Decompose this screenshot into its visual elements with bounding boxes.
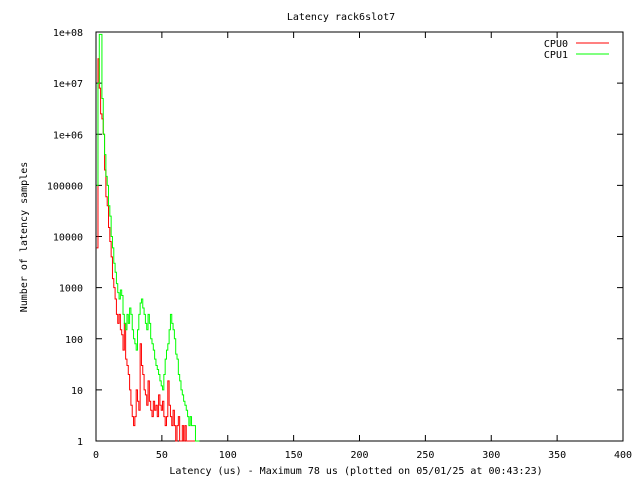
y-tick-label: 1 bbox=[77, 437, 83, 448]
x-tick-label: 100 bbox=[219, 450, 237, 461]
legend-label-cpu0: CPU0 bbox=[544, 39, 568, 50]
x-axis-label: Latency (us) - Maximum 78 us (plotted on… bbox=[169, 466, 542, 477]
y-axis-label: Number of latency samples bbox=[19, 162, 30, 313]
x-tick-label: 300 bbox=[482, 450, 500, 461]
y-tick-label: 100000 bbox=[47, 181, 83, 192]
y-tick-label: 1e+08 bbox=[53, 28, 83, 39]
x-axis: 0 50 100 150 200 250 300 350 400 bbox=[93, 32, 632, 461]
plot-frame bbox=[95, 31, 624, 442]
y-tick-label: 100 bbox=[65, 335, 83, 346]
x-tick-label: 400 bbox=[614, 450, 632, 461]
series-line-cpu1 bbox=[96, 33, 200, 442]
series-line-cpu0 bbox=[96, 58, 200, 442]
y-tick-label: 10 bbox=[71, 386, 83, 397]
y-tick-label: 1000 bbox=[59, 284, 83, 295]
legend-label-cpu1: CPU1 bbox=[544, 50, 568, 61]
y-axis: 1 10 100 1000 10000 100000 1e+06 1e+07 1e+08 bbox=[47, 28, 623, 448]
y-tick-label: 10000 bbox=[53, 233, 83, 244]
x-tick-label: 200 bbox=[350, 450, 368, 461]
x-tick-label: 350 bbox=[548, 450, 566, 461]
x-tick-label: 0 bbox=[93, 450, 99, 461]
series-lines bbox=[96, 33, 200, 442]
x-tick-label: 250 bbox=[416, 450, 434, 461]
x-tick-label: 50 bbox=[156, 450, 168, 461]
x-tick-label: 150 bbox=[285, 450, 303, 461]
y-tick-label: 1e+06 bbox=[53, 130, 83, 141]
y-tick-label: 1e+07 bbox=[53, 79, 83, 90]
chart-title: Latency rack6slot7 bbox=[287, 12, 395, 23]
